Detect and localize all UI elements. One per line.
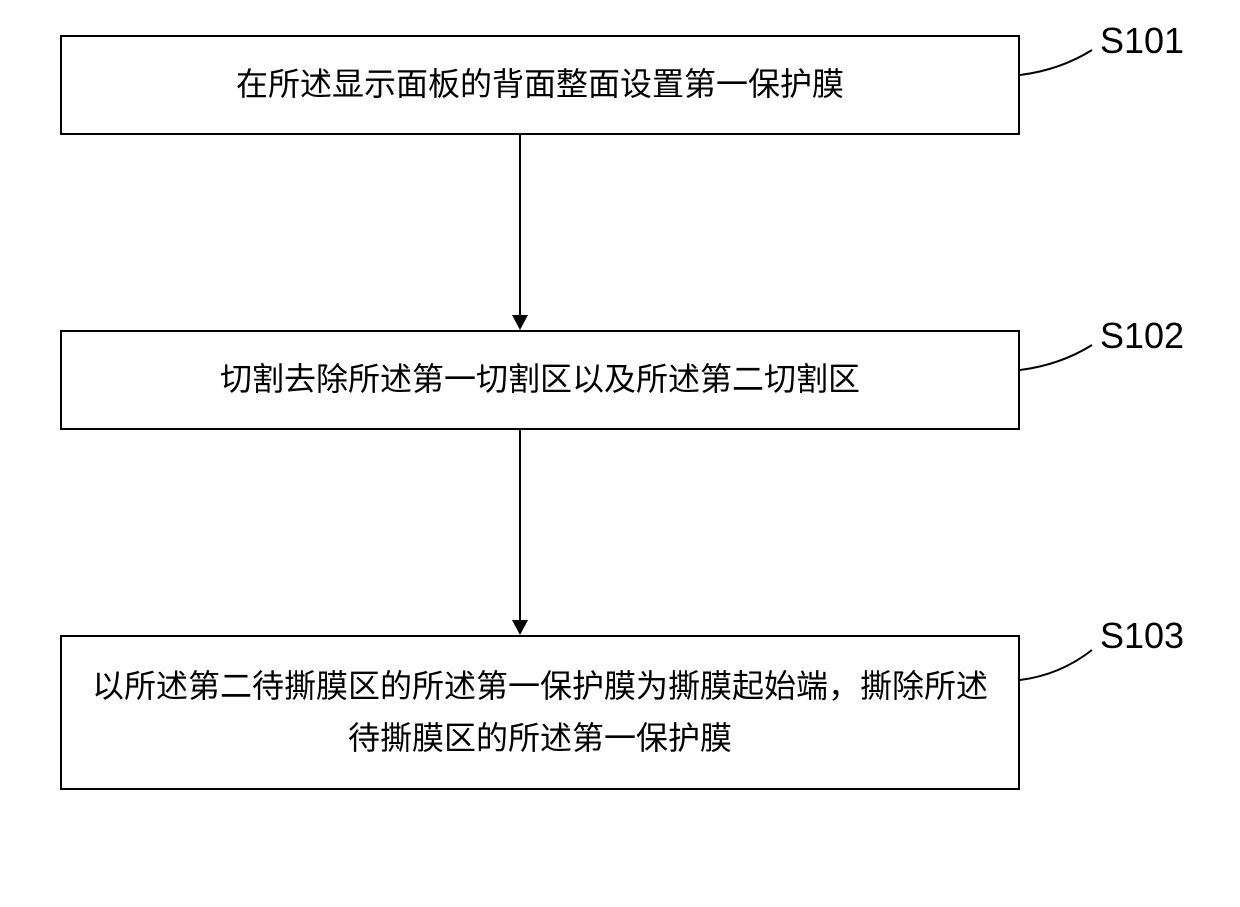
step-text-s101: 在所述显示面板的背面整面设置第一保护膜 bbox=[236, 59, 844, 110]
step-text-s103: 以所述第二待撕膜区的所述第一保护膜为撕膜起始端，撕除所述待撕膜区的所述第一保护膜 bbox=[92, 661, 988, 763]
arrow-s102-s103 bbox=[505, 430, 535, 640]
step-box-s102: 切割去除所述第一切割区以及所述第二切割区 bbox=[60, 330, 1020, 430]
arrow-s101-s102 bbox=[505, 135, 535, 335]
step-box-s103: 以所述第二待撕膜区的所述第一保护膜为撕膜起始端，撕除所述待撕膜区的所述第一保护膜 bbox=[60, 635, 1020, 790]
step-label-s101: S101 bbox=[1100, 20, 1184, 62]
connector-s101 bbox=[1020, 30, 1110, 90]
connector-s102 bbox=[1020, 325, 1110, 385]
step-box-s101: 在所述显示面板的背面整面设置第一保护膜 bbox=[60, 35, 1020, 135]
connector-s103 bbox=[1020, 630, 1110, 690]
step-text-s102: 切割去除所述第一切割区以及所述第二切割区 bbox=[220, 354, 860, 405]
flowchart-container: 在所述显示面板的背面整面设置第一保护膜 S101 切割去除所述第一切割区以及所述… bbox=[0, 0, 1240, 907]
step-label-s102: S102 bbox=[1100, 315, 1184, 357]
step-label-s103: S103 bbox=[1100, 615, 1184, 657]
